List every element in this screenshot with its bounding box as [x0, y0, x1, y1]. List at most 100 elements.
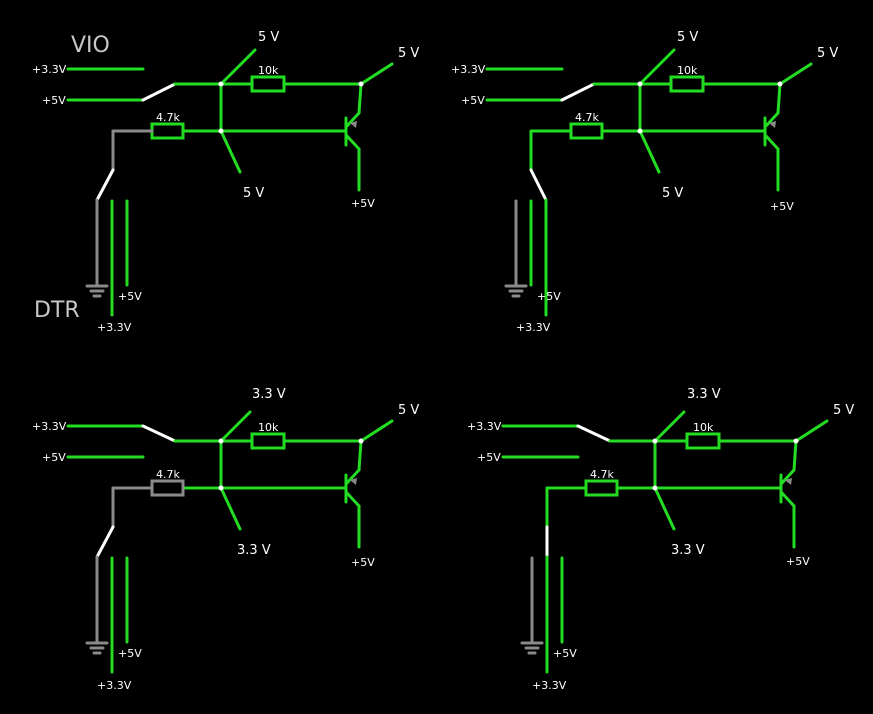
supply-top-label: 5 V: [258, 30, 279, 45]
dtr-3v3-label: +3.3V: [516, 321, 551, 334]
resistor-4k7-label: 4.7k: [156, 111, 180, 124]
dtr-selector-switch: [95, 168, 115, 202]
junction-dot: [358, 438, 364, 444]
transistor-emitter: [345, 111, 361, 128]
junction-dot: [218, 485, 224, 491]
supply-low-label: 5 V: [662, 186, 683, 201]
supply-right-lead: [778, 62, 813, 86]
circuit-panel-1: +3.3V +5V 10k 5 V 5 V 5 V +5V 4.7k: [32, 30, 419, 334]
resistor-10k: [669, 75, 705, 93]
rail-3v3-label: +3.3V: [32, 420, 67, 433]
supply-top-label: 3.3 V: [687, 387, 721, 402]
resistor-10k: [250, 432, 286, 450]
resistor-10k-label: 10k: [693, 421, 714, 434]
supply-low-label: 3.3 V: [671, 543, 705, 558]
junction-dot: [652, 438, 658, 444]
supply-right-lead: [359, 62, 394, 86]
supply-low-lead: [653, 486, 676, 531]
emitter-lead: [776, 82, 782, 115]
transistor-emitter: [764, 111, 780, 128]
dtr-5v-label: +5V: [537, 290, 561, 303]
circuit-panel-4: +3.3V +5V 10k 3.3 V 5 V 3.3 V +5V 4.7k: [467, 387, 854, 692]
dtr-3v3-label: +3.3V: [532, 679, 567, 692]
rail-5v-label: +5V: [42, 94, 66, 107]
supply-low-lead: [219, 486, 242, 531]
junction-dot: [358, 81, 364, 87]
circuit-panel-3: +3.3V +5V 10k 3.3 V 5 V 3.3 V +5V 4.7k: [32, 387, 419, 692]
supply-top-lead: [219, 48, 257, 86]
junction-dot: [218, 128, 224, 134]
emitter-lead: [357, 82, 363, 115]
rail-5v-label: +5V: [42, 451, 66, 464]
junction-dot: [637, 128, 643, 134]
supply-top-lead: [638, 48, 676, 86]
junction-dot: [218, 438, 224, 444]
junction-dot: [777, 81, 783, 87]
resistor-4k7: [569, 122, 604, 140]
emitter-lead: [357, 439, 363, 472]
supply-top-label: 5 V: [677, 30, 698, 45]
supply-top-lead: [219, 410, 252, 443]
rail-5v-label: +5V: [461, 94, 485, 107]
vio-selector-switch: [141, 424, 177, 443]
rail-3v3-label: +3.3V: [467, 420, 502, 433]
dtr-5v-label: +5V: [118, 290, 142, 303]
vio-label: VIO: [71, 33, 110, 58]
emitter-arrow-icon: [785, 478, 792, 485]
collector-output-label: +5V: [351, 556, 375, 569]
collector-output-label: +5V: [770, 200, 794, 213]
transistor-emitter: [780, 468, 796, 485]
dtr-3v3-label: +3.3V: [97, 321, 132, 334]
resistor-4k7: [584, 479, 619, 497]
dtr-selector-switch: [95, 525, 115, 559]
junction-dot: [652, 485, 658, 491]
supply-right-label: 5 V: [398, 46, 419, 61]
emitter-lead: [792, 439, 798, 472]
supply-low-lead: [638, 129, 661, 174]
rail-5v-label: +5V: [477, 451, 501, 464]
resistor-10k-label: 10k: [258, 64, 279, 77]
supply-right-lead: [359, 419, 394, 443]
dtr-selector-switch: [529, 168, 548, 202]
transistor-collector: [764, 134, 780, 151]
dtr-5v-label: +5V: [553, 647, 577, 660]
resistor-4k7-label: 4.7k: [590, 468, 614, 481]
resistor-4k7: [150, 122, 185, 140]
resistor-4k7: [150, 479, 185, 497]
supply-top-lead: [653, 410, 686, 443]
transistor-collector: [345, 134, 361, 151]
rail-3v3-label: +3.3V: [451, 63, 486, 76]
supply-right-label: 5 V: [398, 403, 419, 418]
supply-right-label: 5 V: [817, 46, 838, 61]
emitter-arrow-icon: [350, 121, 357, 128]
transistor-emitter: [345, 468, 361, 485]
junction-dot: [637, 81, 643, 87]
supply-low-label: 5 V: [243, 186, 264, 201]
dtr-label: DTR: [34, 298, 80, 323]
dtr-5v-label: +5V: [118, 647, 142, 660]
resistor-4k7-label: 4.7k: [156, 468, 180, 481]
emitter-arrow-icon: [350, 478, 357, 485]
junction-dot: [793, 438, 799, 444]
resistor-4k7-label: 4.7k: [575, 111, 599, 124]
supply-right-label: 5 V: [833, 403, 854, 418]
supply-right-lead: [794, 419, 829, 443]
vio-selector-switch: [560, 82, 596, 102]
supply-low-lead: [219, 129, 242, 174]
resistor-10k: [685, 432, 721, 450]
resistor-10k: [250, 75, 286, 93]
junction-dot: [218, 81, 224, 87]
transistor-collector: [780, 491, 796, 508]
supply-top-label: 3.3 V: [252, 387, 286, 402]
collector-output-label: +5V: [786, 555, 810, 568]
circuit-panel-2: +3.3V +5V 10k 5 V 5 V 5 V +5V 4.7k: [451, 30, 838, 334]
resistor-10k-label: 10k: [677, 64, 698, 77]
emitter-arrow-icon: [769, 121, 776, 128]
vio-selector-switch: [576, 424, 612, 443]
collector-output-label: +5V: [351, 197, 375, 210]
vio-selector-switch: [141, 82, 177, 102]
rail-3v3-label: +3.3V: [32, 63, 67, 76]
supply-low-label: 3.3 V: [237, 543, 271, 558]
dtr-3v3-label: +3.3V: [97, 679, 132, 692]
